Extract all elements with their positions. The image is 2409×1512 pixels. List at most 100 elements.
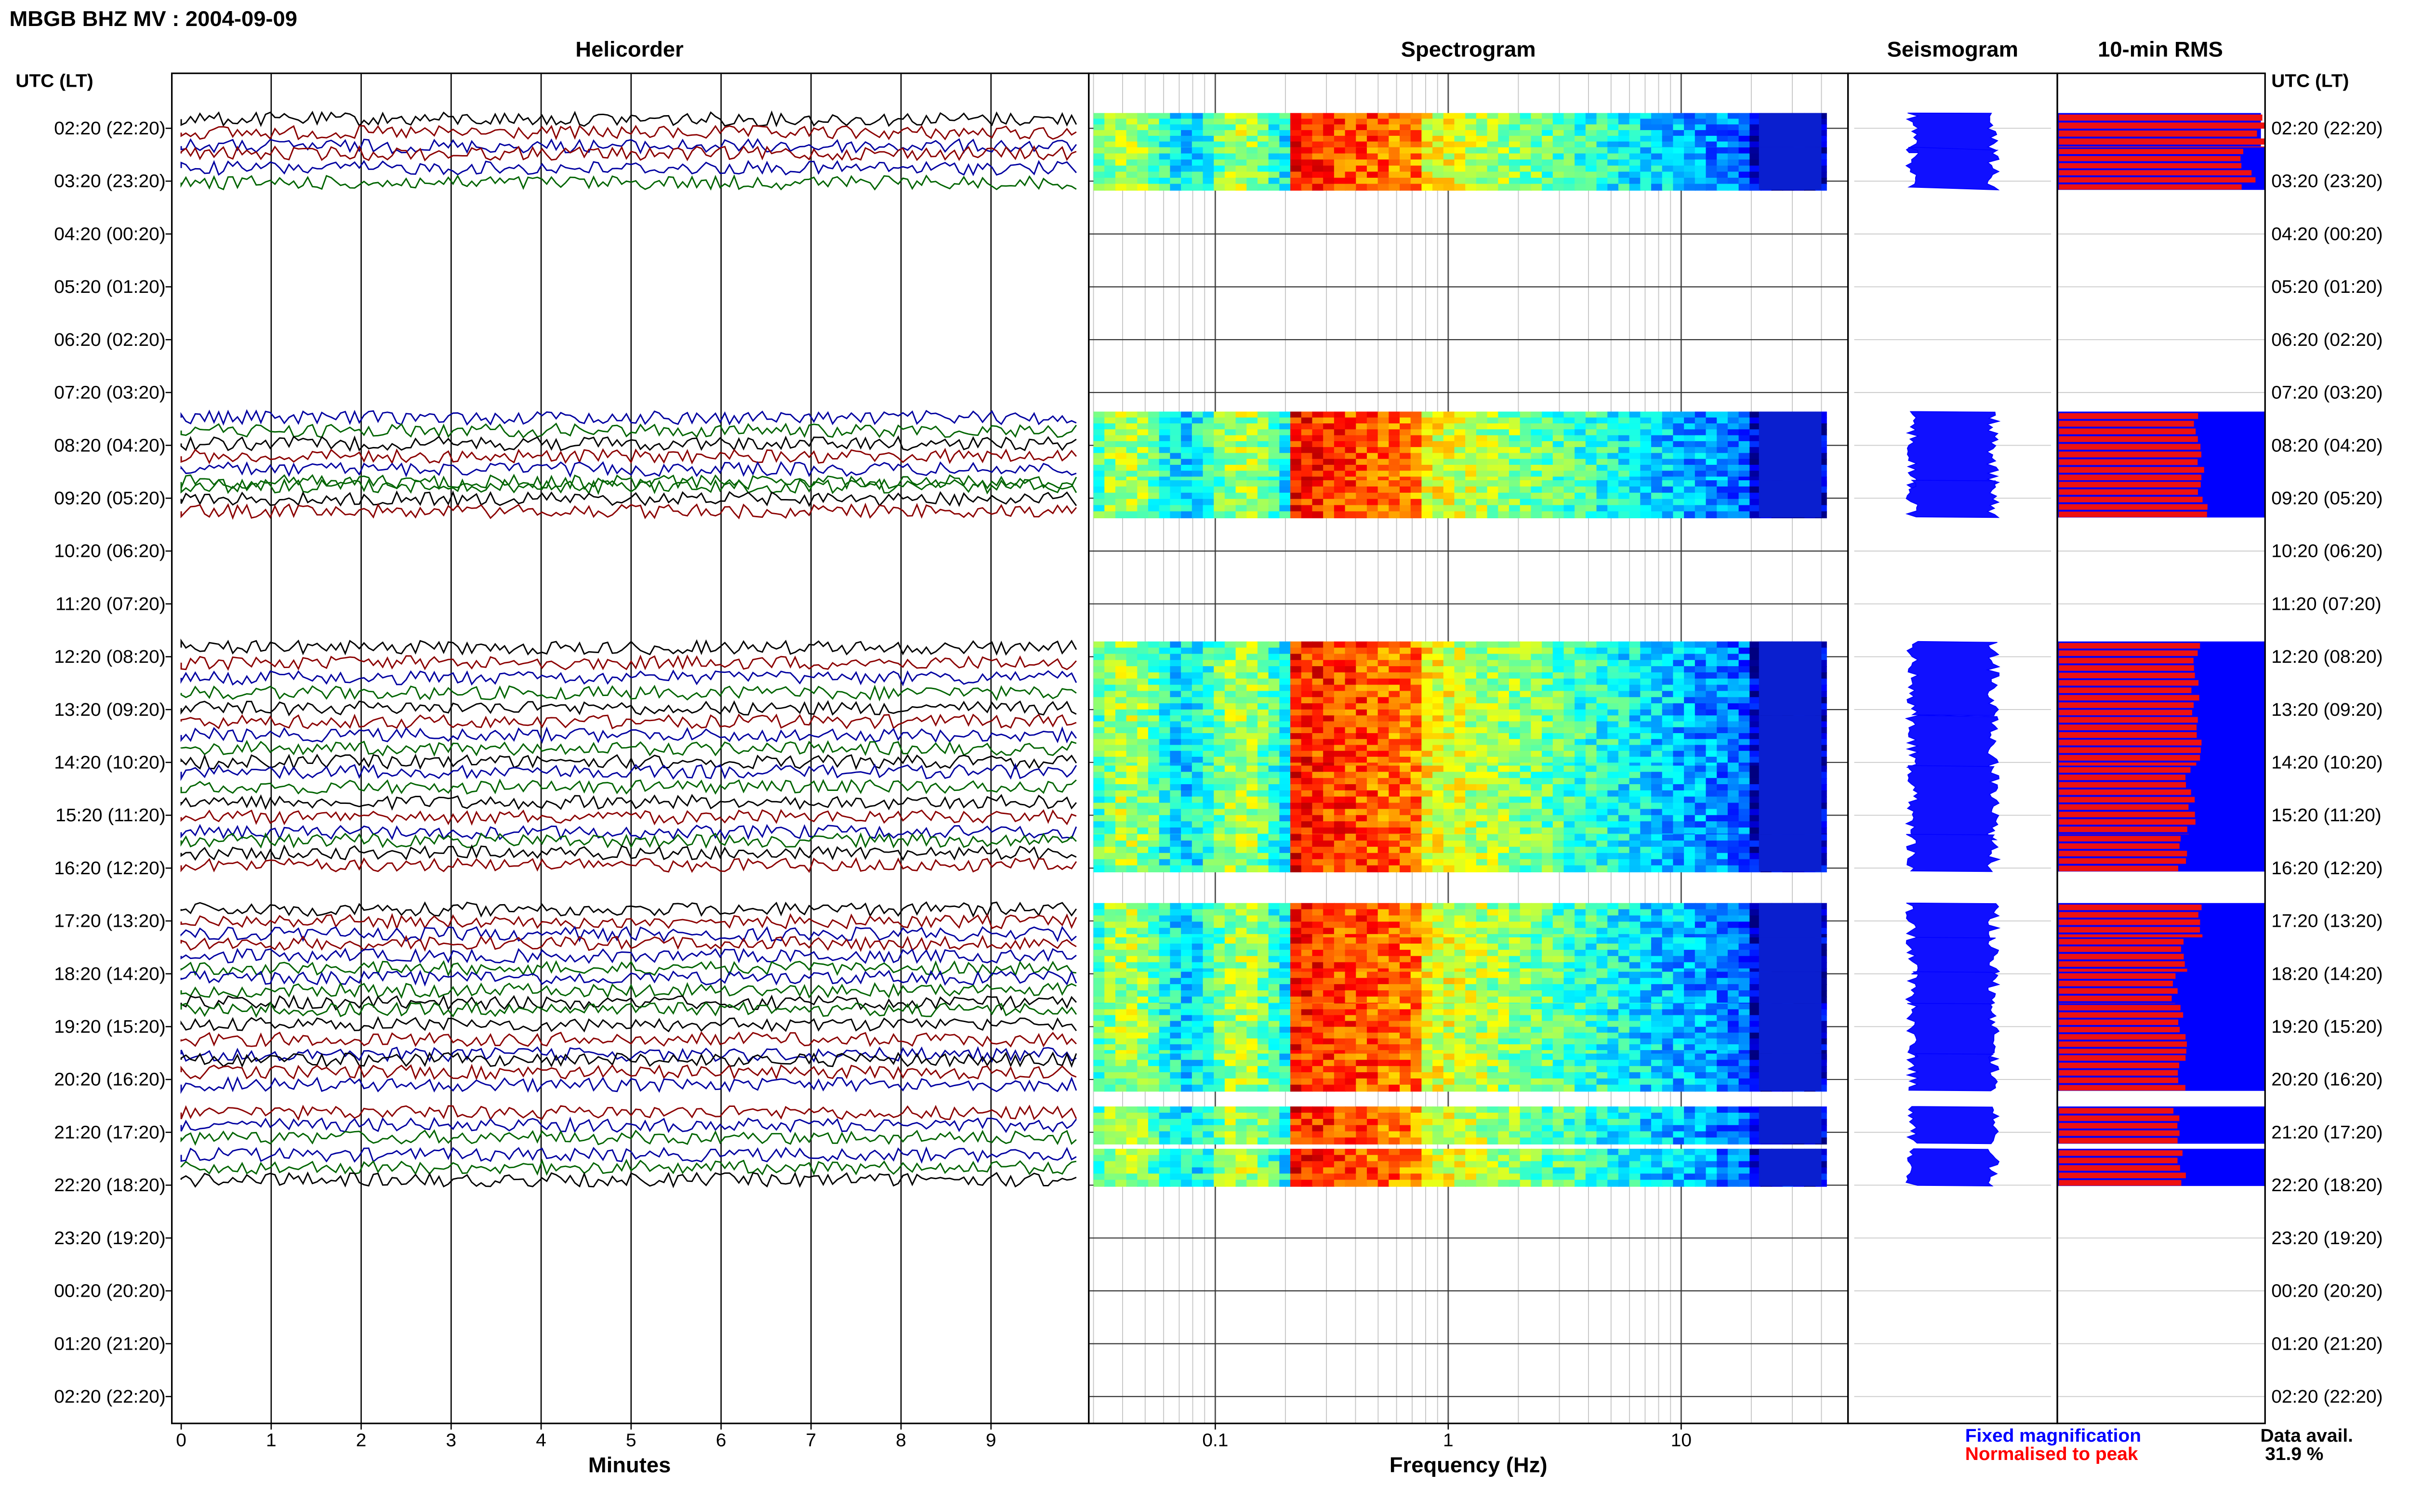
spectrogram-cell (1498, 672, 1510, 680)
spectrogram-cell (1389, 447, 1401, 454)
spectrogram-cell (1377, 171, 1390, 179)
spectrogram-cell (1520, 750, 1532, 758)
spectrogram-cell (1596, 147, 1608, 155)
spectrogram-cell (1629, 647, 1641, 655)
spectrogram-cell (1181, 796, 1193, 804)
spectrogram-cell (1410, 417, 1423, 424)
spectrogram-cell (1170, 715, 1182, 723)
spectrogram-cell (1301, 447, 1313, 454)
spectrogram-cell (1126, 453, 1138, 460)
spectrogram-cell (1487, 750, 1499, 758)
spectrogram-cell (1235, 647, 1247, 655)
spectrogram-cell (1334, 184, 1346, 191)
spectrogram-cell (1607, 499, 1619, 506)
spectrogram-cell (1377, 471, 1390, 478)
spectrogram-cell (1356, 184, 1368, 191)
spectrogram-cell (1148, 772, 1160, 779)
spectrogram-cell (1104, 727, 1116, 734)
spectrogram-cell (1684, 691, 1696, 698)
spectrogram-cell (1487, 165, 1499, 172)
spectrogram-cell (1498, 784, 1510, 791)
spectrogram-cell (1170, 865, 1182, 873)
spectrogram-cell (1203, 441, 1215, 448)
spectrogram-cell (1640, 435, 1652, 442)
spectrogram-cell (1629, 697, 1641, 704)
spectrogram-cell (1203, 678, 1215, 686)
spectrogram-cell (1706, 499, 1718, 506)
spectrogram-cell (1717, 853, 1729, 860)
spectrogram-cell (1563, 459, 1575, 466)
spectrogram-cell (1432, 834, 1444, 841)
spectrogram-cell (1596, 499, 1608, 506)
spectrogram-cell (1585, 750, 1598, 758)
spectrogram-cell (1410, 853, 1423, 860)
spectrogram-cell (1137, 684, 1149, 692)
spectrogram-cell (1618, 184, 1630, 191)
spectrogram-cell (1596, 691, 1608, 698)
spectrogram-cell (1246, 429, 1258, 436)
spectrogram-cell (1257, 727, 1270, 734)
spectrogram-cell (1334, 745, 1346, 752)
spectrogram-cell (1257, 709, 1270, 717)
spectrogram-cell (1662, 802, 1674, 810)
spectrogram-cell (1191, 715, 1204, 723)
spectrogram-cell (1400, 745, 1412, 752)
spectrogram-cell (1509, 171, 1521, 179)
spectrogram-cell (1694, 429, 1707, 436)
spectrogram-cell (1520, 834, 1532, 841)
spectrogram-cell (1345, 809, 1357, 816)
spectrogram-cell (1432, 471, 1444, 478)
spectrogram-cell (1443, 423, 1456, 430)
spectrogram-cell (1618, 453, 1630, 460)
spectrogram-cell (1170, 471, 1182, 478)
spectrogram-cell (1410, 153, 1423, 160)
spectrogram-cell (1323, 453, 1335, 460)
spectrogram-cell (1542, 654, 1554, 661)
spectrogram-cell (1159, 733, 1171, 740)
spectrogram-cell (1498, 745, 1510, 752)
spectrogram-cell (1662, 417, 1674, 424)
spectrogram-cell (1552, 480, 1565, 487)
spectrogram-cell (1323, 130, 1335, 137)
spectrogram-cell (1694, 796, 1707, 804)
spectrogram-cell (1640, 733, 1652, 740)
spectrogram-cell (1662, 486, 1674, 494)
spectrogram-cell (1137, 790, 1149, 798)
spectrogram-cell (1596, 765, 1608, 773)
spectrogram-cell (1323, 113, 1335, 120)
spectrogram-cell (1257, 184, 1270, 191)
spectrogram-cell (1596, 745, 1608, 752)
spectrogram-cell (1498, 411, 1510, 419)
spectrogram-cell (1203, 697, 1215, 704)
spectrogram-cell (1345, 511, 1357, 518)
spectrogram-cell (1148, 703, 1160, 710)
spectrogram-cell (1137, 499, 1149, 506)
spectrogram-cell (1531, 709, 1543, 717)
spectrogram-cell (1585, 417, 1598, 424)
spectrogram-cell (1706, 464, 1718, 472)
spectrogram-cell (1246, 447, 1258, 454)
spectrogram-cell (1542, 471, 1554, 478)
spectrogram-cell (1279, 423, 1291, 430)
spectrogram-cell (1345, 721, 1357, 728)
spectrogram-cell (1290, 745, 1302, 752)
spectrogram-cell (1673, 846, 1685, 854)
spectrogram-cell (1246, 684, 1258, 692)
spectrogram-cell (1170, 499, 1182, 506)
spectrogram-cell (1093, 865, 1105, 873)
spectrogram-cell (1640, 135, 1652, 143)
spectrogram-cell (1662, 778, 1674, 785)
spectrogram-cell (1443, 118, 1456, 125)
spectrogram-cell (1203, 757, 1215, 763)
spectrogram-cell (1290, 184, 1302, 191)
spectrogram-cell (1214, 471, 1226, 478)
spectrogram-cell (1334, 865, 1346, 873)
spectrogram-cell (1509, 184, 1521, 191)
spectrogram-cell (1246, 660, 1258, 667)
spectrogram-cell (1509, 486, 1521, 494)
spectrogram-cell (1290, 750, 1302, 758)
spectrogram-cell (1607, 691, 1619, 698)
spectrogram-cell (1640, 184, 1652, 191)
spectrogram-cell (1203, 834, 1215, 841)
spectrogram-cell (1115, 459, 1127, 466)
